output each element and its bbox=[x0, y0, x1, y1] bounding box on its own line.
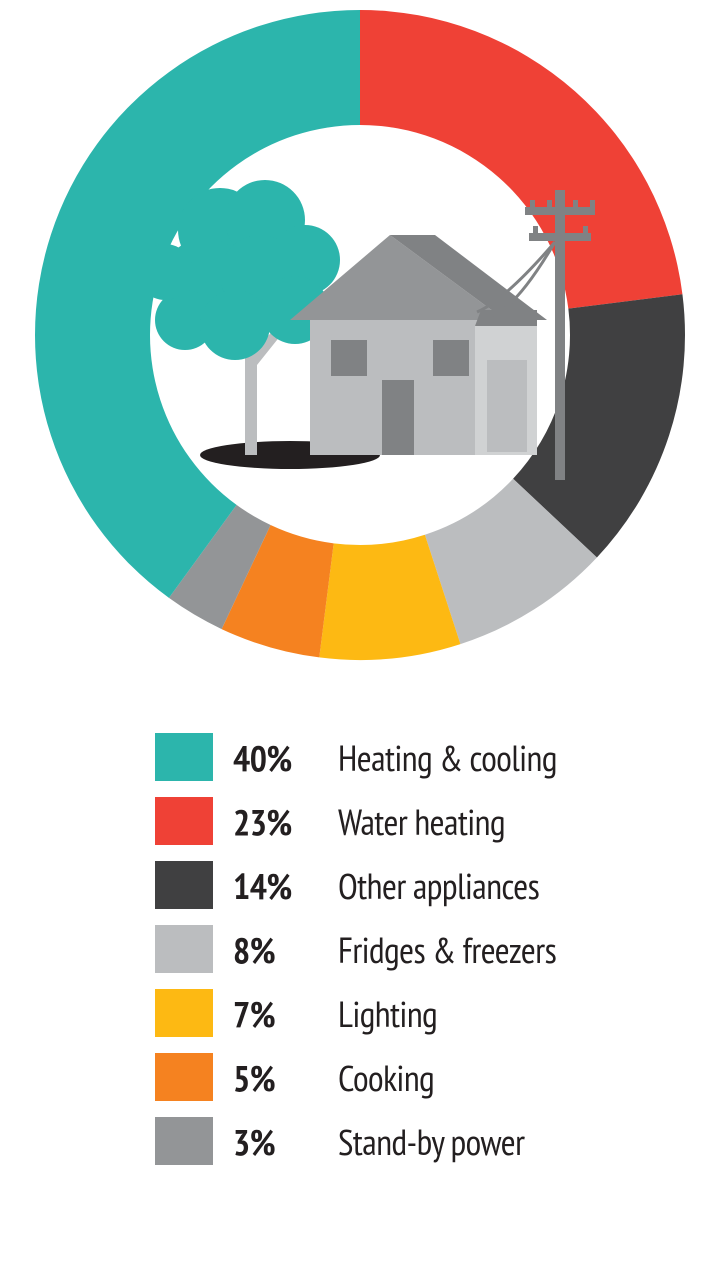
pole-crossbar-icon bbox=[529, 233, 591, 241]
insulator-icon bbox=[547, 200, 552, 208]
legend-swatch bbox=[155, 925, 213, 973]
legend-label: Heating & cooling bbox=[338, 734, 557, 781]
donut-chart bbox=[35, 10, 686, 661]
door-icon bbox=[382, 380, 414, 455]
legend-swatch bbox=[155, 1053, 213, 1101]
legend-swatch bbox=[155, 1117, 213, 1165]
legend-row: 3%Stand-by power bbox=[155, 1109, 635, 1173]
tree-foliage-icon bbox=[137, 244, 193, 300]
window-icon bbox=[331, 340, 367, 376]
legend-row: 23%Water heating bbox=[155, 789, 635, 853]
legend-row: 14%Other appliances bbox=[155, 853, 635, 917]
legend-swatch bbox=[155, 861, 213, 909]
legend-percent: 3% bbox=[233, 1118, 338, 1165]
legend-row: 5%Cooking bbox=[155, 1045, 635, 1109]
chart-legend: 40%Heating & cooling23%Water heating14%O… bbox=[155, 725, 635, 1173]
legend-percent: 5% bbox=[233, 1054, 338, 1101]
insulator-icon bbox=[530, 200, 535, 208]
legend-label: Lighting bbox=[338, 990, 437, 1037]
legend-percent: 23% bbox=[233, 798, 338, 845]
legend-label: Fridges & freezers bbox=[338, 926, 556, 973]
insulator-icon bbox=[583, 226, 588, 234]
legend-row: 8%Fridges & freezers bbox=[155, 917, 635, 981]
legend-row: 40%Heating & cooling bbox=[155, 725, 635, 789]
legend-percent: 8% bbox=[233, 926, 338, 973]
page: 40%Heating & cooling23%Water heating14%O… bbox=[0, 0, 721, 1284]
window-icon bbox=[433, 340, 469, 376]
legend-swatch bbox=[155, 733, 213, 781]
legend-label: Cooking bbox=[338, 1054, 434, 1101]
legend-label: Other appliances bbox=[338, 862, 539, 909]
legend-swatch bbox=[155, 989, 213, 1037]
legend-percent: 40% bbox=[233, 734, 338, 781]
house-illustration bbox=[137, 180, 595, 480]
legend-percent: 14% bbox=[233, 862, 338, 909]
insulator-icon bbox=[590, 200, 595, 208]
pole-crossbar-icon bbox=[525, 207, 595, 215]
garage-roof-icon bbox=[475, 310, 537, 326]
insulator-icon bbox=[533, 226, 538, 234]
legend-label: Stand-by power bbox=[338, 1118, 525, 1165]
legend-percent: 7% bbox=[233, 990, 338, 1037]
garage-door-icon bbox=[487, 360, 527, 452]
legend-row: 7%Lighting bbox=[155, 981, 635, 1045]
insulator-icon bbox=[573, 200, 578, 208]
tree-foliage-icon bbox=[200, 290, 270, 360]
legend-swatch bbox=[155, 797, 213, 845]
legend-label: Water heating bbox=[338, 798, 505, 845]
